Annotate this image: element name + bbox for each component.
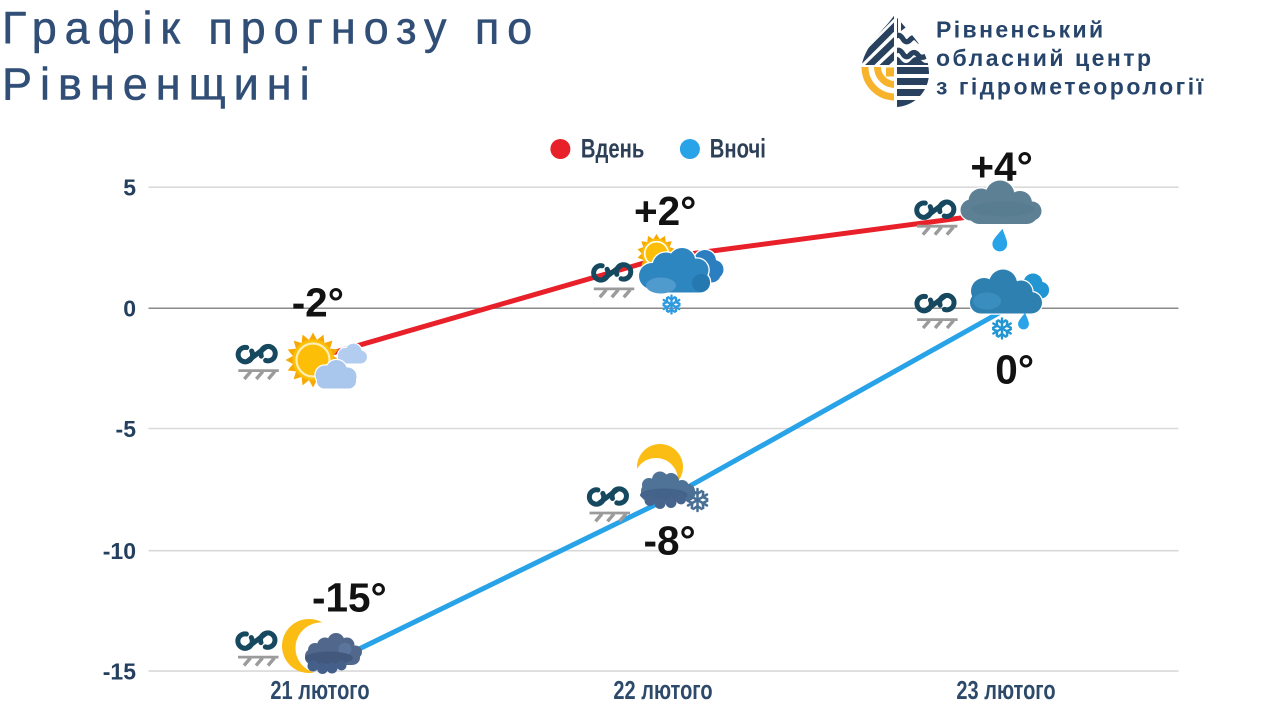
svg-text:23 лютого: 23 лютого — [956, 675, 1055, 704]
svg-text:0°: 0° — [995, 347, 1034, 393]
svg-text:-2°: -2° — [292, 280, 344, 326]
svg-text:+2°: +2° — [634, 188, 696, 234]
svg-text:Рівненський: Рівненський — [936, 17, 1106, 43]
svg-text:21 лютого: 21 лютого — [270, 675, 369, 704]
svg-text:-8°: -8° — [644, 518, 696, 564]
svg-text:0: 0 — [123, 296, 136, 322]
svg-text:5: 5 — [123, 175, 136, 201]
svg-text:Вдень: Вдень — [581, 134, 644, 165]
svg-text:Графік прогнозу по: Графік прогнозу по — [2, 3, 540, 54]
svg-text:+4°: +4° — [970, 144, 1032, 190]
svg-text:-15°: -15° — [312, 575, 387, 621]
svg-text:22 лютого: 22 лютого — [613, 675, 712, 704]
svg-text:обласний центр: обласний центр — [936, 45, 1154, 71]
svg-text:-15: -15 — [103, 658, 136, 684]
svg-text:-5: -5 — [116, 416, 137, 442]
svg-text:Вночі: Вночі — [710, 134, 766, 165]
svg-text:з гідрометеорології: з гідрометеорології — [936, 74, 1206, 100]
svg-text:Рівненщині: Рівненщині — [2, 59, 318, 110]
svg-text:-10: -10 — [103, 538, 136, 564]
